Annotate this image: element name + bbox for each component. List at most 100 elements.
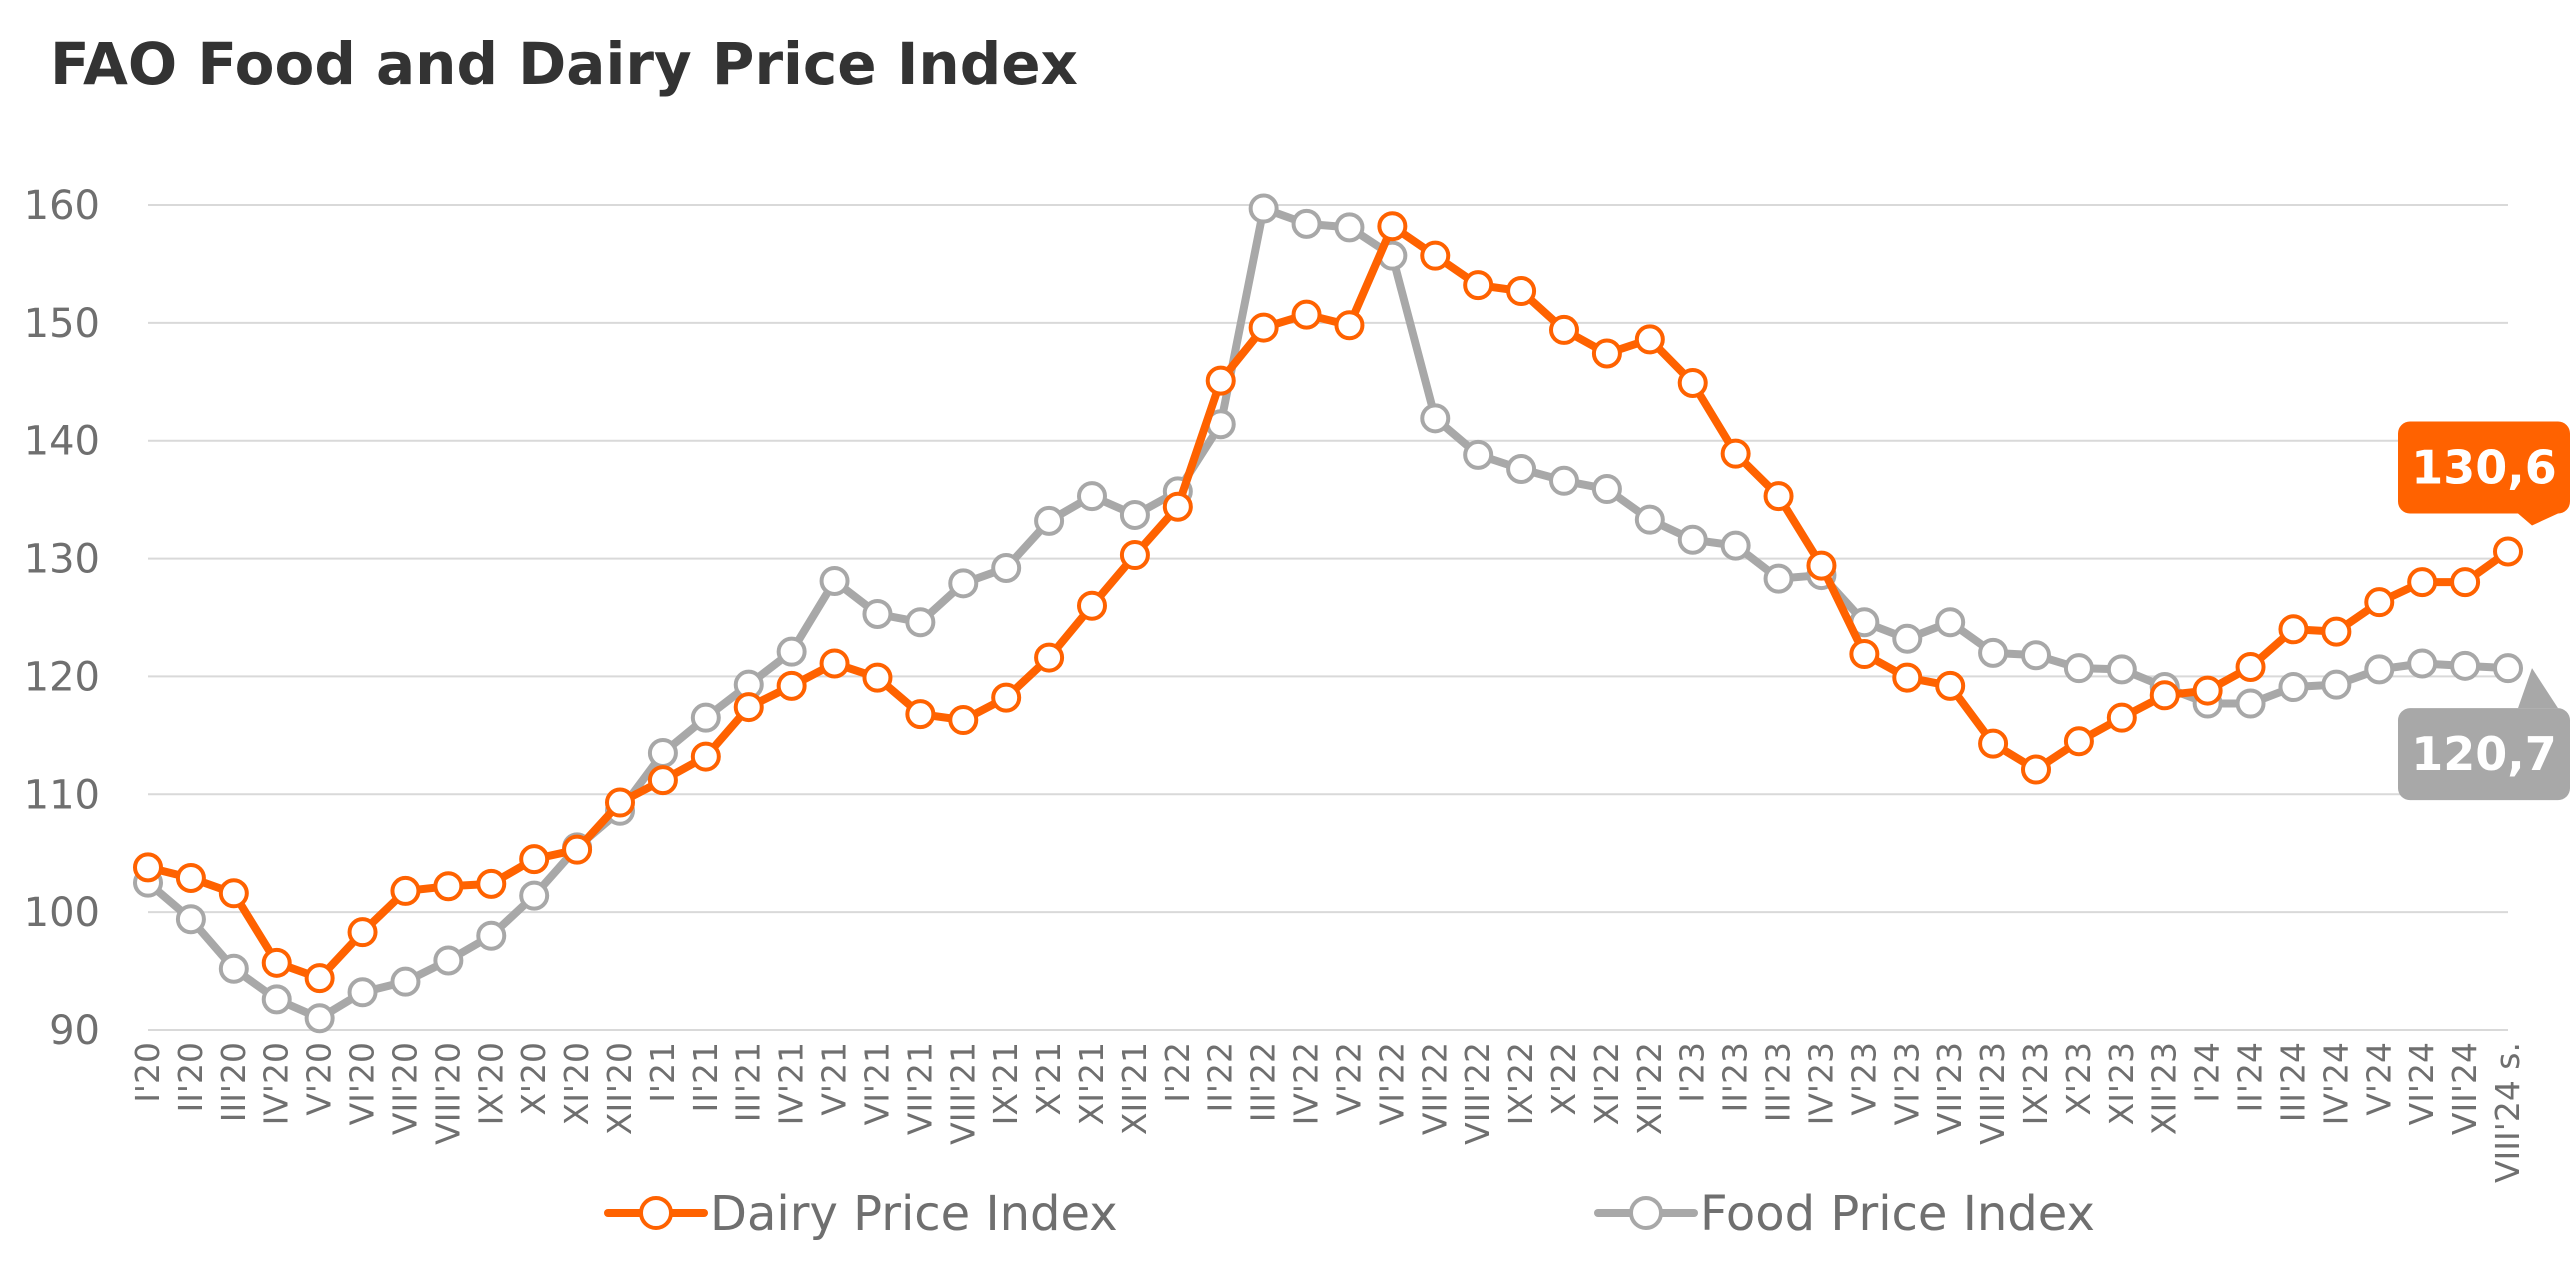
data-point [948, 705, 979, 736]
x-tick-label: V'20 [300, 1042, 339, 1116]
x-tick-label: I'24 [2188, 1042, 2227, 1103]
data-point [991, 553, 1022, 583]
x-tick-label: III'22 [1244, 1042, 1283, 1122]
data-point [2235, 688, 2266, 719]
data-point [1377, 211, 1408, 242]
data-point [1248, 193, 1279, 224]
data-point [2278, 614, 2309, 645]
x-tick-label: II'20 [171, 1042, 210, 1113]
x-tick-label: V'21 [815, 1042, 854, 1116]
data-point [476, 868, 507, 899]
y-axis-ticks: 90 100 110 120 130 140 150 160 [24, 183, 100, 1054]
callouts: 130,6 120,7 [2398, 421, 2570, 801]
data-point [347, 977, 378, 1008]
data-point [647, 765, 678, 796]
data-point [690, 741, 721, 772]
data-point [175, 862, 206, 893]
x-tick-label: VI'20 [343, 1042, 382, 1125]
x-tick-label: III'24 [2273, 1042, 2312, 1122]
x-tick-label: XI'20 [557, 1042, 596, 1125]
x-tick-label: III'20 [214, 1042, 253, 1122]
x-tick-label: II'24 [2231, 1042, 2270, 1113]
data-point [1420, 240, 1451, 271]
data-point [519, 844, 550, 875]
x-tick-label: IV'23 [1801, 1042, 1840, 1125]
data-point [733, 692, 764, 723]
data-point [2493, 653, 2523, 684]
legend-swatch-marker [639, 1196, 673, 1230]
legend-item-dairy-price-index: Dairy Price Index [604, 1186, 1118, 1242]
data-point [1463, 270, 1494, 301]
y-tick-label: 110 [24, 772, 100, 818]
x-tick-label: IX'23 [2016, 1042, 2055, 1125]
x-tick-label: I'20 [128, 1042, 167, 1103]
data-point [1677, 524, 1708, 555]
x-tick-label: VII'23 [1930, 1042, 1969, 1135]
data-point [948, 568, 979, 599]
data-point [1077, 590, 1107, 621]
series-dairy-price-index [133, 211, 2523, 994]
x-tick-label: X'20 [514, 1042, 553, 1116]
data-point [1205, 365, 1236, 396]
data-point [819, 565, 850, 596]
data-point [1720, 530, 1751, 561]
y-tick-label: 140 [24, 419, 100, 465]
x-tick-label: VII'20 [385, 1042, 424, 1135]
data-point [433, 945, 464, 976]
data-point [433, 871, 464, 902]
x-tick-label: IV'22 [1287, 1042, 1326, 1125]
data-point [1634, 324, 1665, 355]
data-point [605, 787, 635, 818]
x-tick-label: I'21 [643, 1042, 682, 1103]
data-point [1506, 454, 1537, 484]
y-tick-label: 150 [24, 301, 100, 347]
data-point [647, 738, 678, 769]
data-point [2063, 653, 2094, 684]
x-tick-label: VII'24 [2445, 1042, 2484, 1135]
data-point [862, 662, 893, 693]
x-tick-label: XII'21 [1115, 1042, 1154, 1135]
data-point [1291, 299, 1322, 330]
series-group [133, 193, 2523, 1034]
x-tick-label: I'23 [1673, 1042, 1712, 1103]
x-tick-label: VIII'24 s. [2488, 1042, 2527, 1183]
x-tick-label: VIII'21 [943, 1042, 982, 1145]
data-point [2106, 702, 2137, 733]
y-tick-label: 130 [24, 537, 100, 583]
x-tick-label: XII'22 [1630, 1042, 1669, 1135]
data-point [1677, 367, 1708, 398]
data-point [2493, 536, 2523, 567]
data-point [2021, 640, 2051, 671]
gridlines [148, 204, 2508, 1031]
callout-pointer [2518, 513, 2558, 526]
legend-label: Food Price Index [1700, 1186, 2095, 1242]
legend-swatch-marker [1629, 1196, 1663, 1230]
x-tick-label: X'23 [2059, 1042, 2098, 1116]
legend: Dairy Price Index Food Price Index [604, 1186, 2095, 1242]
data-point [690, 702, 721, 733]
data-point [2321, 616, 2352, 647]
data-point [1248, 312, 1279, 343]
y-tick-label: 160 [24, 183, 100, 229]
data-point [1978, 637, 2009, 668]
x-tick-label: XI'22 [1587, 1042, 1626, 1125]
data-point [2278, 672, 2309, 703]
x-tick-label: I'22 [1158, 1042, 1197, 1103]
data-point [1591, 338, 1622, 369]
data-point [1119, 499, 1150, 530]
data-point [819, 648, 850, 679]
x-tick-label: IV'20 [257, 1042, 296, 1125]
data-point [1162, 491, 1193, 522]
data-point [2235, 652, 2266, 682]
data-point [2063, 726, 2094, 757]
data-point [1634, 504, 1665, 535]
data-point [1034, 642, 1065, 673]
x-tick-label: X'21 [1029, 1042, 1068, 1116]
data-point [1978, 728, 2009, 759]
x-tick-label: IX'21 [986, 1042, 1025, 1125]
data-point [2364, 587, 2395, 618]
value-callout: 130,6 [2398, 421, 2570, 526]
data-point [2407, 648, 2438, 679]
x-tick-label: IX'22 [1501, 1042, 1540, 1125]
data-point [304, 1003, 335, 1034]
